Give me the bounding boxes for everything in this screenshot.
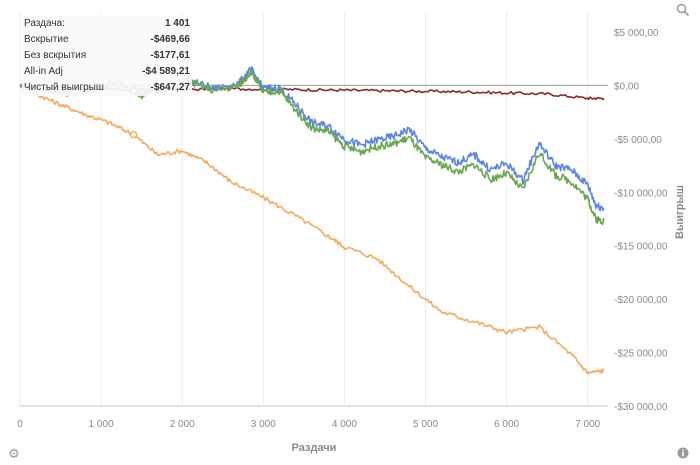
y-tick-label: -$30 000,00 — [614, 402, 668, 413]
x-tick-label: 1 000 — [89, 419, 114, 430]
series-line-2 — [19, 84, 605, 375]
x-tick-label: 2 000 — [170, 419, 195, 430]
tooltip-row-non-showdown: Без вскрытия -$177,61 — [24, 48, 190, 64]
y-tick-label: -$20 000,00 — [614, 295, 668, 306]
y-tick-label: $0,00 — [614, 81, 639, 92]
y-tick-label: -$5 000,00 — [614, 135, 662, 146]
tooltip-value: -$647,27 — [150, 82, 190, 93]
tooltip-row-net-won: Чистый выигрыш -$647,27 — [24, 80, 190, 96]
x-tick-label: 4 000 — [332, 419, 357, 430]
y-axis-title: Выигрыш — [674, 185, 686, 239]
tooltip-label: Раздача: — [24, 18, 65, 29]
hover-marker-2 — [129, 130, 138, 139]
tooltip-label: Вскрытие — [24, 34, 69, 45]
x-tick-label: 7 000 — [575, 419, 600, 430]
tooltip-row-showdown: Вскрытие -$469,66 — [24, 32, 190, 48]
series-layer — [19, 66, 605, 375]
x-axis-title: Раздачи — [292, 442, 337, 454]
x-axis-ticks: 0 1 000 2 000 3 000 4 000 5 000 6 000 7 000 — [17, 419, 600, 430]
y-tick-label: -$25 000,00 — [614, 349, 668, 360]
hover-tooltip: Раздача: 1 401 Вскрытие -$469,66 Без вск… — [22, 16, 192, 96]
y-tick-label: -$10 000,00 — [614, 188, 668, 199]
x-tick-label: 0 — [17, 419, 23, 430]
tooltip-label: Без вскрытия — [24, 50, 87, 61]
tooltip-row-allin-adj: All-in Adj -$4 589,21 — [24, 64, 190, 80]
x-tick-label: 6 000 — [494, 419, 519, 430]
y-axis-ticks: $5 000,00 $0,00 -$5 000,00 -$10 000,00 -$15 … — [614, 28, 668, 413]
tooltip-label: Чистый выигрыш — [24, 82, 104, 93]
y-tick-label: $5 000,00 — [614, 28, 659, 39]
x-tick-label: 5 000 — [413, 419, 438, 430]
tooltip-value: -$177,61 — [150, 50, 190, 61]
magnifier-icon[interactable] — [676, 3, 690, 17]
tooltip-value: 1 401 — [164, 18, 190, 29]
tooltip-value: -$4 589,21 — [142, 66, 190, 77]
tooltip-row-hand: Раздача: 1 401 — [24, 16, 190, 32]
info-icon[interactable] — [676, 447, 690, 461]
gear-icon[interactable]: ⚙ — [8, 446, 20, 461]
y-tick-label: -$15 000,00 — [614, 242, 668, 253]
tooltip-value: -$469,66 — [150, 34, 190, 45]
tooltip-label: All-in Adj — [24, 66, 63, 77]
x-tick-label: 3 000 — [251, 419, 276, 430]
